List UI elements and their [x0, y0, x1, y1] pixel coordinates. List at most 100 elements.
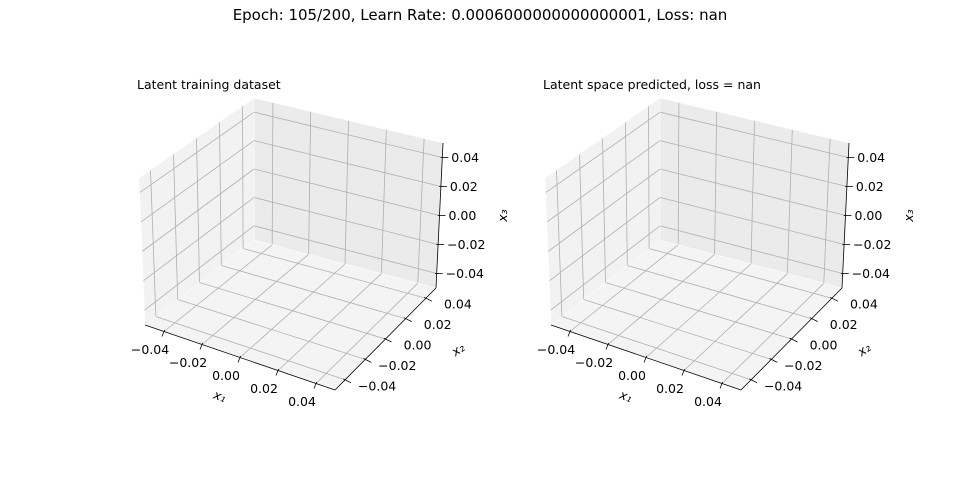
gridline-x	[721, 282, 825, 384]
x-tick-label: 0.04	[694, 394, 722, 409]
z-axis-label: x₃	[495, 209, 510, 222]
figure-suptitle: Epoch: 105/200, Learn Rate: 0.0006000000…	[232, 6, 728, 24]
x-tick	[605, 342, 609, 350]
gridline-z	[659, 168, 846, 216]
y-tick	[423, 296, 433, 302]
y-tick-label: −0.02	[378, 358, 416, 373]
pane-edge	[144, 239, 255, 326]
pane-z	[551, 240, 842, 390]
gridline-x	[381, 129, 387, 274]
gridline-z	[546, 140, 661, 223]
pane-edge	[544, 97, 661, 179]
x-tick	[275, 368, 279, 376]
y-tick-label: 0.04	[850, 297, 878, 312]
y-tick-label: 0.04	[444, 297, 472, 312]
x-tick-label: 0.04	[288, 394, 316, 409]
x-tick-label: −0.04	[131, 342, 169, 357]
y-tick	[363, 358, 372, 363]
x-tick	[237, 355, 241, 363]
gridline-z	[141, 168, 255, 252]
x-tick	[313, 381, 317, 389]
y-tick-label: 0.00	[404, 338, 432, 353]
x-tick-label: −0.02	[169, 355, 207, 370]
gridline-z	[139, 111, 255, 194]
gridline-y	[625, 121, 628, 266]
x-tick-label: 0.02	[250, 381, 278, 396]
x-tick	[161, 329, 165, 337]
pane-z	[145, 240, 436, 390]
gridline-z	[659, 111, 849, 158]
gridline-y	[627, 265, 812, 319]
gridline-y	[242, 105, 244, 249]
x-axis-label: x₁	[211, 387, 229, 406]
gridline-x	[683, 273, 788, 371]
z-tick-label: −0.04	[446, 266, 484, 281]
gridline-z	[253, 111, 443, 158]
x-tick-label: −0.04	[537, 342, 575, 357]
y-tick	[343, 378, 352, 384]
gridline-z	[253, 168, 440, 216]
y-tick-label: 0.00	[810, 338, 838, 353]
x-tick-label: 0.00	[618, 368, 646, 383]
z-tick-label: 0.00	[449, 208, 477, 223]
x-tick	[643, 355, 647, 363]
z-tick-label: 0.00	[855, 208, 883, 223]
y-tick	[789, 337, 798, 343]
gridline-x	[417, 138, 425, 284]
x-tick	[567, 329, 571, 337]
y-axis-label: x₂	[854, 340, 874, 360]
x-axis-label: x₁	[617, 387, 635, 406]
z-axis-label: x₃	[901, 209, 916, 222]
gridline-y	[219, 121, 222, 266]
y-tick-label: −0.04	[764, 378, 802, 393]
y-tick	[829, 296, 839, 302]
pane-edge	[659, 239, 843, 289]
y-tick-label: 0.02	[424, 317, 452, 332]
z-tick-label: −0.02	[853, 237, 891, 252]
x-tick-label: 0.00	[212, 368, 240, 383]
z-tick-label: −0.04	[852, 266, 890, 281]
pane-edge	[253, 97, 444, 144]
pane-edge	[138, 177, 146, 326]
gridline-y	[221, 265, 406, 319]
gridline-y	[605, 282, 792, 340]
x-tick	[681, 368, 685, 376]
gridline-x	[277, 273, 382, 371]
y-tick-label: 0.02	[830, 317, 858, 332]
z-tick-label: −0.02	[447, 237, 485, 252]
x-tick-label: 0.02	[656, 381, 684, 396]
y-tick	[403, 317, 412, 322]
right-panel-title: Latent space predicted, loss = nan	[543, 77, 761, 92]
gridline-x	[787, 129, 793, 274]
pane-edge	[253, 239, 437, 289]
gridline-z	[140, 140, 255, 223]
gridline-z	[545, 111, 661, 194]
y-tick	[749, 378, 758, 384]
y-tick	[769, 358, 778, 363]
pane-edge	[659, 97, 850, 144]
gridline-z	[547, 168, 661, 252]
gridline-y	[648, 248, 833, 299]
z-tick-label: 0.04	[451, 150, 479, 165]
gridline-x	[315, 282, 419, 384]
gridline-y	[199, 282, 386, 340]
pane-edge	[138, 97, 255, 179]
x-tick	[719, 381, 723, 389]
z-tick-label: 0.02	[856, 179, 884, 194]
z-tick-label: 0.04	[857, 150, 885, 165]
gridline-y	[242, 248, 427, 299]
pane-edge	[544, 177, 552, 326]
gridline-y	[648, 105, 650, 249]
y-tick-label: −0.02	[784, 358, 822, 373]
y-tick-label: −0.04	[358, 378, 396, 393]
x-tick-label: −0.02	[575, 355, 613, 370]
left-panel-title: Latent training dataset	[137, 77, 281, 92]
y-tick	[809, 317, 818, 322]
pane-edge	[550, 239, 661, 326]
gridline-z	[659, 140, 847, 187]
gridline-x	[823, 138, 831, 284]
gridline-z	[253, 140, 441, 187]
y-tick	[383, 337, 392, 343]
